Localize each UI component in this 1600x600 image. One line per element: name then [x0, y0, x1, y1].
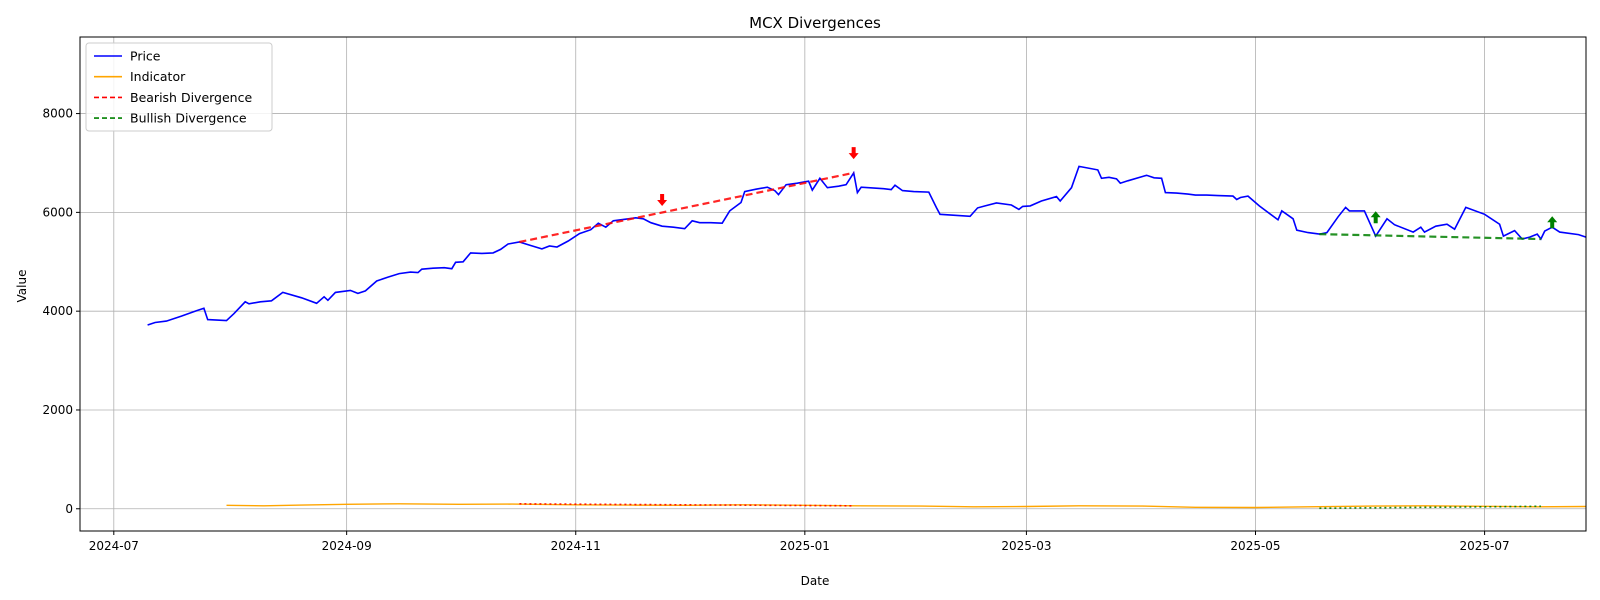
bullish-divergence-indicator-line — [1319, 505, 1541, 510]
divergence-layer — [519, 147, 1558, 510]
legend-entry-label: Indicator — [130, 69, 186, 84]
series-layer — [147, 165, 1587, 509]
y-tick-label: 2000 — [42, 403, 73, 417]
legend-entry-label: Price — [130, 49, 161, 64]
series-line-indicator — [226, 503, 1587, 509]
plot-frame — [79, 36, 1587, 532]
up-arrow-icon — [1370, 211, 1381, 224]
grid-lines — [80, 37, 1586, 531]
x-tick-label: 2025-03 — [1001, 539, 1051, 553]
x-tick-label: 2024-11 — [551, 539, 601, 553]
x-tick-label: 2025-05 — [1230, 539, 1280, 553]
up-arrow-icon — [1547, 216, 1558, 229]
bearish-divergence-price-line — [519, 171, 854, 244]
x-axis-ticks: 2024-07 2024-09 2024-11 2025-01 2025-03 2025-… — [89, 531, 1510, 553]
series-line-price — [147, 165, 1587, 326]
down-arrow-icon — [657, 194, 668, 207]
bearish-divergence-indicator-line — [519, 503, 854, 507]
down-arrow-icon — [848, 147, 859, 160]
legend-entry-label: Bullish Divergence — [130, 111, 247, 126]
y-axis-ticks: 0 2000 4000 6000 8000 — [42, 107, 80, 516]
bullish-divergence-price-line — [1319, 233, 1541, 241]
x-tick-label: 2025-07 — [1460, 539, 1510, 553]
legend: Price Indicator Bearish Divergence Bullish … — [85, 42, 273, 132]
y-tick-label: 4000 — [42, 304, 73, 318]
x-tick-label: 2024-07 — [89, 539, 139, 553]
y-tick-label: 8000 — [42, 107, 73, 121]
legend-entry-label: Bearish Divergence — [130, 90, 252, 105]
x-tick-label: 2025-01 — [780, 539, 830, 553]
y-tick-label: 6000 — [42, 205, 73, 219]
y-tick-label: 0 — [65, 502, 73, 516]
legend-box — [85, 42, 273, 132]
x-tick-label: 2024-09 — [322, 539, 372, 553]
x-axis-label: Date — [801, 574, 830, 588]
y-axis-label: Value — [15, 270, 29, 303]
chart-title: MCX Divergences — [749, 14, 881, 32]
